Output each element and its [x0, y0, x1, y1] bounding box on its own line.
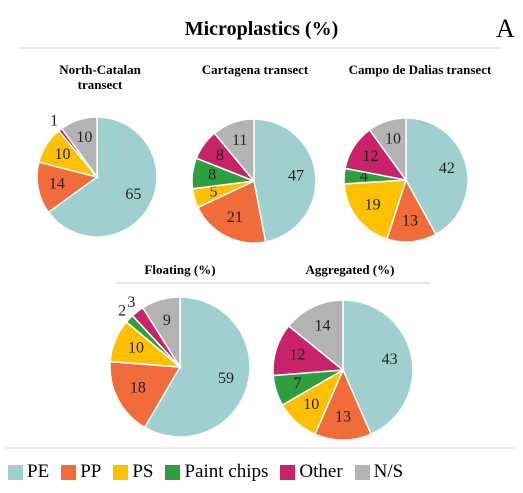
slice-label: 2: [118, 302, 126, 319]
legend-item: PS: [113, 461, 153, 483]
slice-label: 5: [210, 183, 218, 200]
legend-swatch: [280, 464, 296, 480]
legend-item: Other: [280, 461, 343, 483]
legend-label: PP: [80, 461, 102, 482]
legend-swatch: [8, 464, 23, 480]
slice-label: 59: [218, 370, 234, 387]
pie-slice: [313, 368, 373, 441]
slice-label: 11: [232, 132, 247, 149]
pie-slice: [141, 296, 181, 370]
slice-label: 19: [365, 197, 381, 214]
pie-slice: [213, 118, 255, 184]
slice-label: 12: [362, 148, 378, 165]
slice-label: 18: [130, 380, 146, 397]
pie-slice: [47, 116, 158, 238]
pie-slice: [143, 296, 251, 438]
pie-slice: [196, 179, 267, 244]
pie-slice: [60, 116, 98, 180]
legend-label: PS: [132, 461, 154, 482]
slice-label: 4: [360, 168, 368, 185]
legend-label: N/S: [373, 461, 404, 482]
slice-label: 10: [76, 129, 92, 146]
slice-label: 47: [288, 168, 304, 185]
legend-item: Paint chips: [165, 461, 268, 483]
slice-label: 42: [439, 160, 455, 177]
slice-label: 13: [402, 213, 418, 230]
slice-label: 7: [294, 375, 302, 392]
slice-label: 65: [125, 186, 141, 203]
slice-label: 10: [55, 146, 71, 163]
legend-label: PE: [27, 461, 50, 482]
legend-item: N/S: [354, 461, 404, 483]
panel-label: A: [496, 14, 515, 43]
pie-title: Floating (%): [144, 262, 216, 277]
pie-slice: [287, 299, 344, 372]
slice-label: 8: [216, 147, 224, 164]
figure-title: Microplastics (%): [184, 18, 339, 40]
pie-slice: [343, 179, 408, 240]
slice-label: 13: [335, 408, 351, 425]
legend-item: PE: [8, 461, 49, 483]
pie-title: Aggregated (%): [305, 262, 395, 277]
pie-slice: [405, 117, 469, 236]
pie-title: Campo de Dalias transect: [348, 62, 492, 77]
pie-slice: [109, 360, 182, 429]
pie-title: Cartagena transect: [201, 62, 309, 77]
slice-label: 8: [208, 166, 216, 183]
legend-swatch: [165, 464, 181, 480]
pie-title: North-Catalan transect: [59, 62, 141, 92]
legend-label: Other: [299, 461, 343, 482]
legend-swatch: [113, 464, 129, 480]
slice-label: 10: [303, 396, 319, 413]
slice-label: 14: [49, 175, 65, 192]
slice-label: 1: [50, 112, 58, 129]
slice-label: 10: [128, 340, 144, 357]
legend-swatch: [354, 464, 370, 480]
legend: PE PP PS Paint chips Other N/S: [8, 461, 523, 483]
legend-label: Paint chips: [184, 461, 269, 482]
slice-label: 21: [227, 209, 243, 226]
legend-item: PP: [61, 461, 101, 483]
pie-slice: [36, 161, 99, 214]
pie-slice: [253, 118, 317, 243]
slice-label: 3: [127, 294, 135, 311]
pie-slice: [342, 299, 414, 436]
slice-label: 12: [290, 347, 306, 364]
pie-slice: [368, 117, 407, 183]
slice-label: 14: [315, 318, 331, 335]
slice-label: 43: [382, 351, 398, 368]
slice-label: 9: [163, 312, 171, 329]
legend-swatch: [61, 464, 77, 480]
slice-label: 10: [385, 131, 401, 148]
